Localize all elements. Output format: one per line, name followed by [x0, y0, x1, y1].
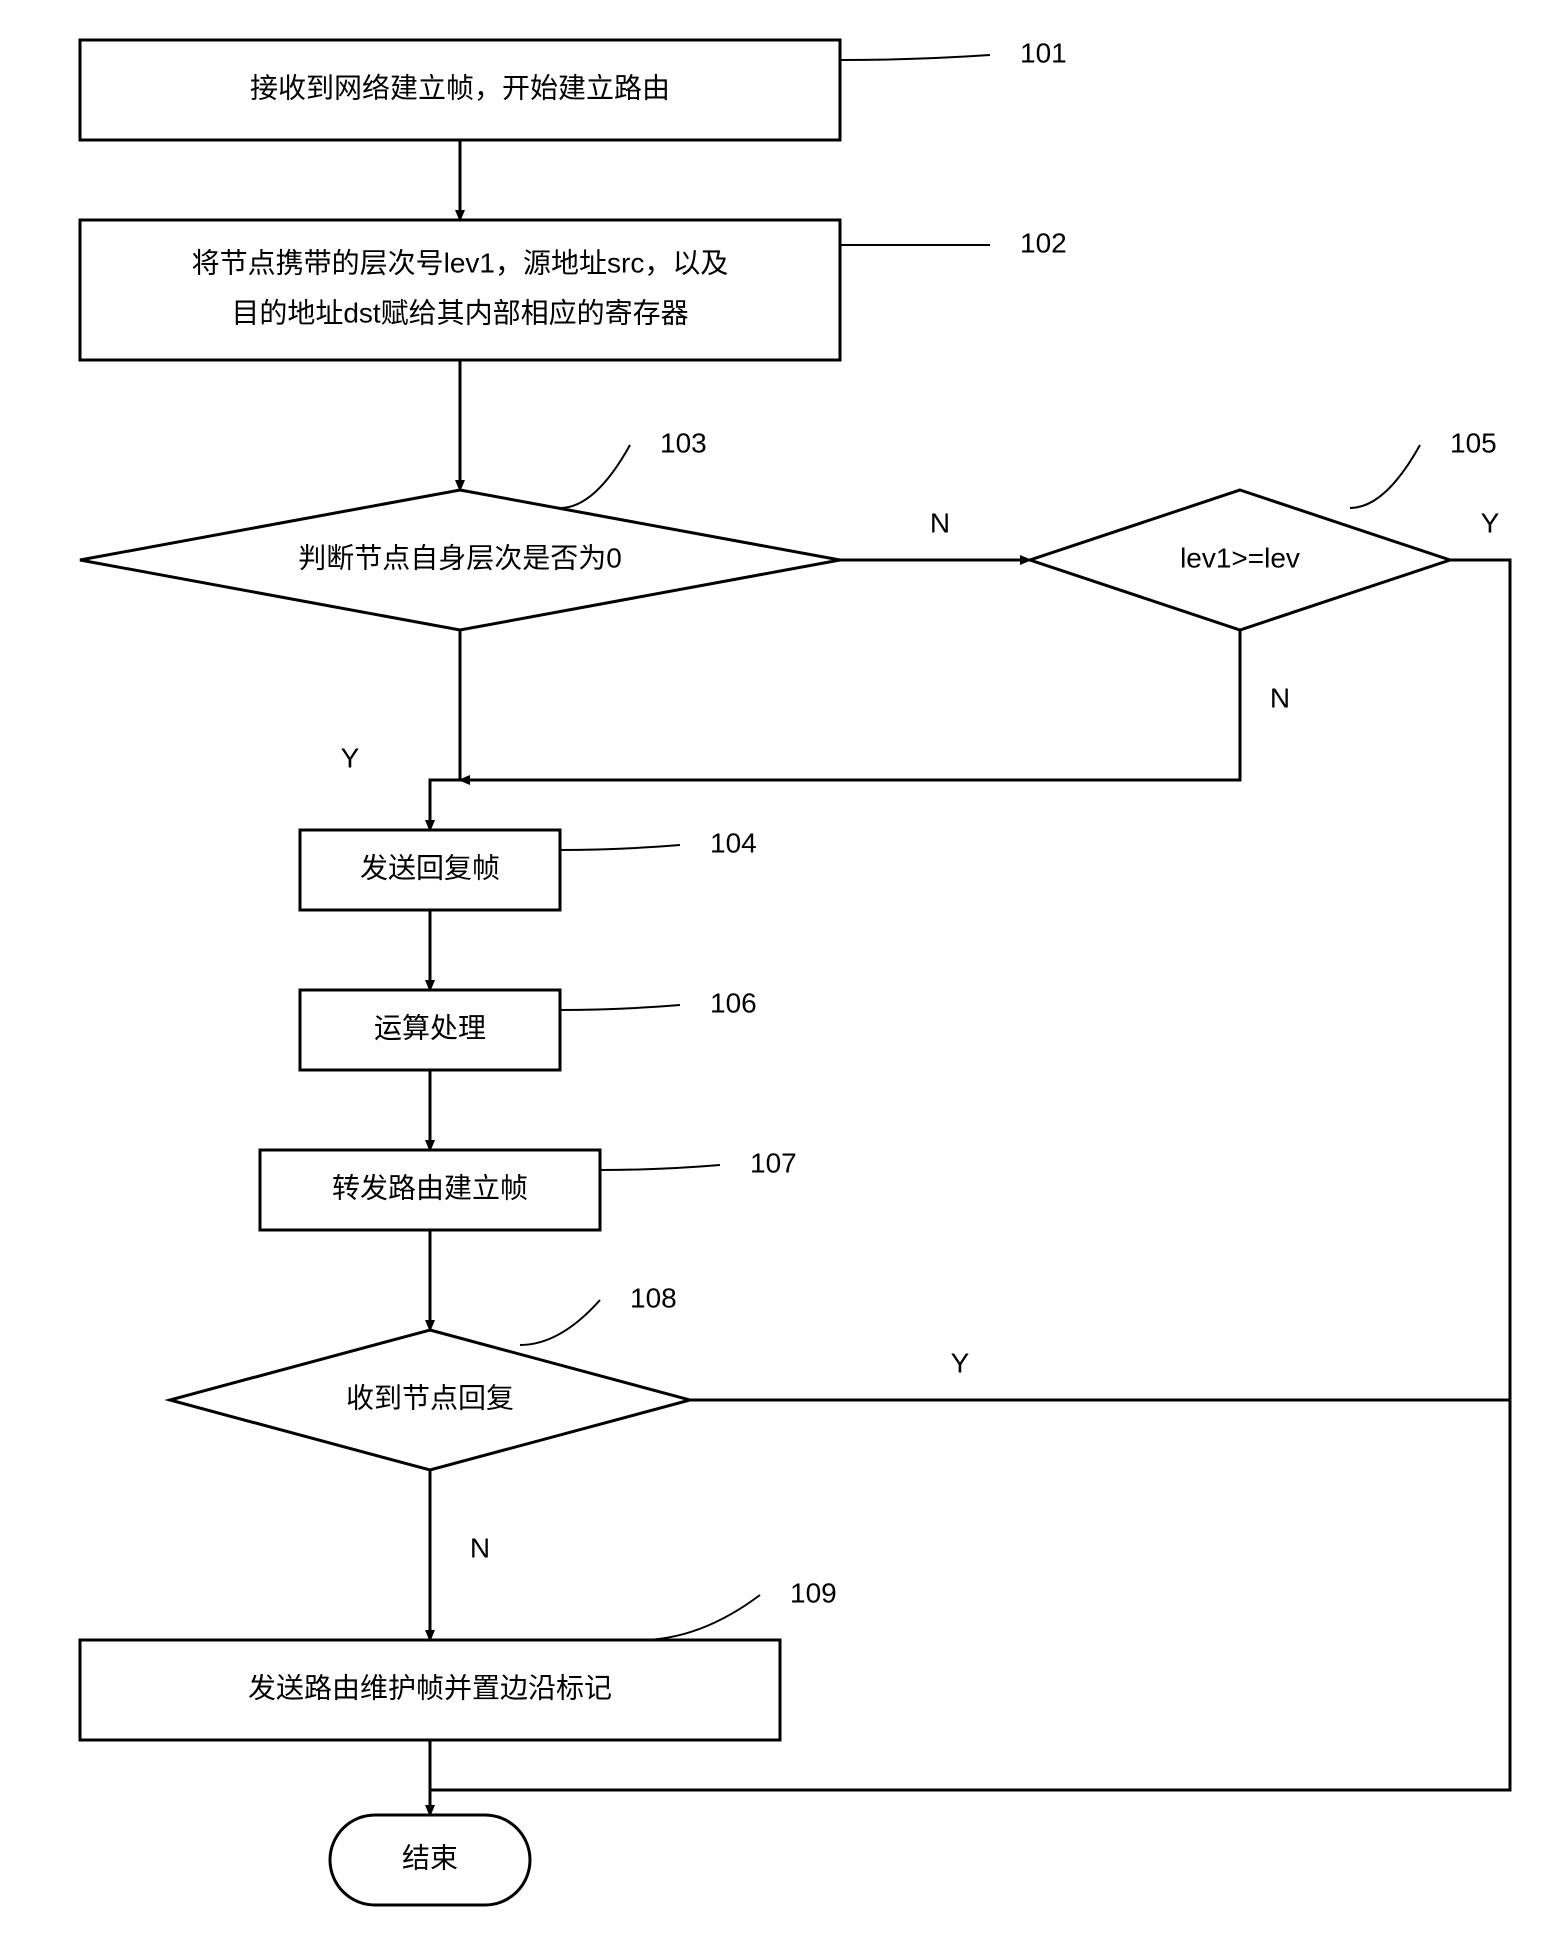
- label-108: 108: [630, 1282, 677, 1313]
- node-103-text: 判断节点自身层次是否为0: [298, 542, 622, 573]
- node-101-text: 接收到网络建立帧，开始建立路由: [250, 72, 670, 103]
- node-109-text: 发送路由维护帧并置边沿标记: [248, 1672, 612, 1703]
- node-105-text: lev1>=lev: [1180, 542, 1300, 573]
- node-106-text: 运算处理: [374, 1012, 486, 1043]
- n103-N: N: [930, 507, 950, 538]
- node-107-text: 转发路由建立帧: [332, 1172, 528, 1203]
- n105-Y: Y: [1481, 507, 1500, 538]
- n108-Y: Y: [951, 1347, 970, 1378]
- leader-109: [640, 1595, 760, 1640]
- edge-103-104: [430, 630, 460, 830]
- label-105: 105: [1450, 427, 1497, 458]
- leader-106: [560, 1005, 680, 1010]
- node-102-text1: 将节点携带的层次号lev1，源地址src，以及: [192, 247, 729, 278]
- n103-Y: Y: [341, 742, 360, 773]
- node-102-text2: 目的地址dst赋给其内部相应的寄存器: [231, 297, 688, 328]
- leader-105: [1350, 445, 1420, 508]
- label-109: 109: [790, 1577, 837, 1608]
- n108-N: N: [470, 1532, 490, 1563]
- leader-104: [560, 845, 680, 850]
- leader-103: [560, 445, 630, 508]
- label-106: 106: [710, 987, 757, 1018]
- leader-108: [520, 1300, 600, 1345]
- label-104: 104: [710, 827, 757, 858]
- edge-105-N: [460, 630, 1240, 780]
- node-end-text: 结束: [402, 1842, 458, 1873]
- node-108-text: 收到节点回复: [346, 1382, 514, 1413]
- label-107: 107: [750, 1147, 797, 1178]
- node-102: [80, 220, 840, 360]
- label-101: 101: [1020, 37, 1067, 68]
- leader-101: [840, 55, 990, 60]
- leader-107: [600, 1165, 720, 1170]
- n105-N: N: [1270, 682, 1290, 713]
- node-104-text: 发送回复帧: [360, 852, 500, 883]
- edge-105-Y: [430, 560, 1510, 1790]
- label-103: 103: [660, 427, 707, 458]
- label-102: 102: [1020, 227, 1067, 258]
